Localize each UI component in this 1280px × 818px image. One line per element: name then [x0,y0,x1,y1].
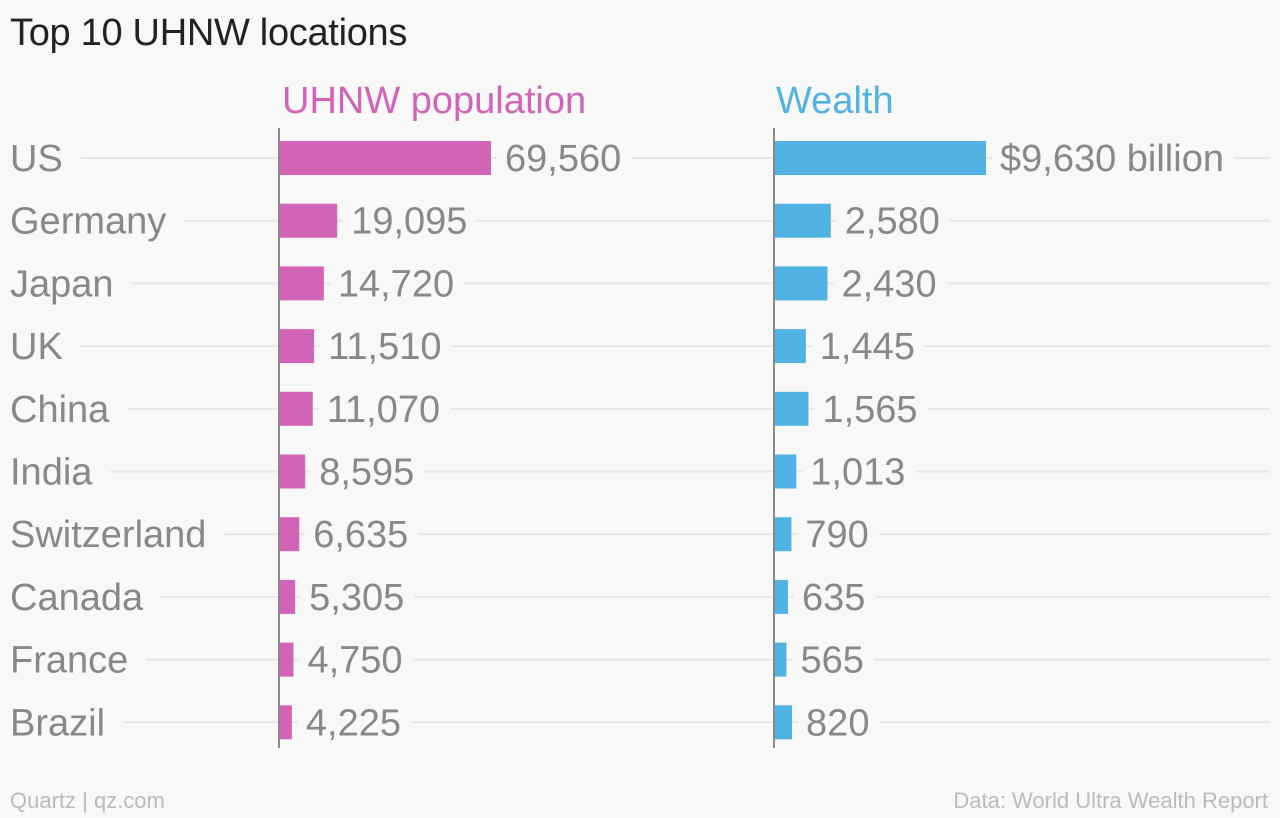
category-label: Germany [10,201,166,243]
value-label-backdrop [793,592,876,601]
value-label-wealth: 1,445 [820,326,915,368]
value-label-backdrop [343,216,478,225]
bar-population [279,517,300,552]
value-label-backdrop [811,342,925,351]
category-label: Canada [10,577,144,619]
series-title-population: UHNW population [282,80,586,122]
value-label-wealth: 635 [802,577,865,619]
value-label-backdrop [833,279,947,288]
category-label: China [10,389,110,431]
series-title-wealth: Wealth [776,80,894,122]
bar-wealth [774,517,792,552]
bar-population [279,454,306,489]
value-label-backdrop [797,530,879,539]
bar-population [279,266,324,301]
bar-population [279,705,292,740]
value-label-backdrop [497,154,632,162]
category-label: Japan [10,263,114,305]
bar-wealth [774,705,793,740]
value-label-population: 4,225 [306,702,401,744]
bar-wealth [774,141,986,175]
chart-title: Top 10 UHNW locations [10,12,408,54]
value-label-backdrop [814,404,928,413]
value-label-backdrop [792,655,874,664]
footer-credit: Quartz | qz.com [10,788,165,813]
value-label-backdrop [798,718,880,727]
bar-wealth [774,266,828,301]
bar-population [279,579,296,614]
value-label-population: 19,095 [351,201,467,243]
bar-wealth [774,203,831,238]
value-label-population: 8,595 [319,452,414,494]
bar-wealth [774,579,788,614]
value-label-wealth: 820 [806,702,869,744]
category-label: Brazil [10,702,105,744]
bar-wealth [774,642,787,677]
value-label-backdrop [836,216,950,225]
value-label-backdrop [318,404,451,413]
value-label-population: 11,070 [327,389,440,431]
bar-population [279,642,294,677]
bar-population [279,203,338,238]
footer-source: Data: World Ultra Wealth Report [953,788,1268,813]
value-label-backdrop [802,467,916,476]
value-label-population: 6,635 [313,514,408,556]
value-label-backdrop [305,530,419,539]
value-label-population: 5,305 [309,577,404,619]
bar-population [279,329,315,364]
value-label-population: 69,560 [505,138,621,180]
value-label-wealth: 1,565 [822,389,917,431]
bar-population [279,141,491,175]
value-label-backdrop [311,467,425,476]
category-label: US [10,138,63,180]
category-label: UK [10,326,63,368]
bar-population [279,391,313,426]
category-label: India [10,452,93,494]
value-label-wealth: $9,630 billion [1000,138,1224,180]
value-label-backdrop [992,154,1234,162]
value-label-backdrop [301,592,415,601]
value-label-population: 14,720 [338,263,454,305]
category-label: Switzerland [10,514,206,556]
bar-wealth [774,391,809,426]
value-label-population: 11,510 [328,326,441,368]
value-label-wealth: 2,580 [845,201,940,243]
value-label-backdrop [297,718,411,727]
value-label-wealth: 2,430 [841,263,936,305]
category-label: France [10,640,128,682]
value-label-wealth: 565 [800,640,863,682]
value-label-wealth: 790 [805,514,868,556]
value-label-population: 4,750 [307,640,402,682]
value-label-backdrop [320,342,452,351]
value-label-wealth: 1,013 [810,452,905,494]
value-label-backdrop [299,655,413,664]
bar-wealth [774,329,806,364]
bar-wealth [774,454,797,489]
value-label-backdrop [329,279,465,288]
